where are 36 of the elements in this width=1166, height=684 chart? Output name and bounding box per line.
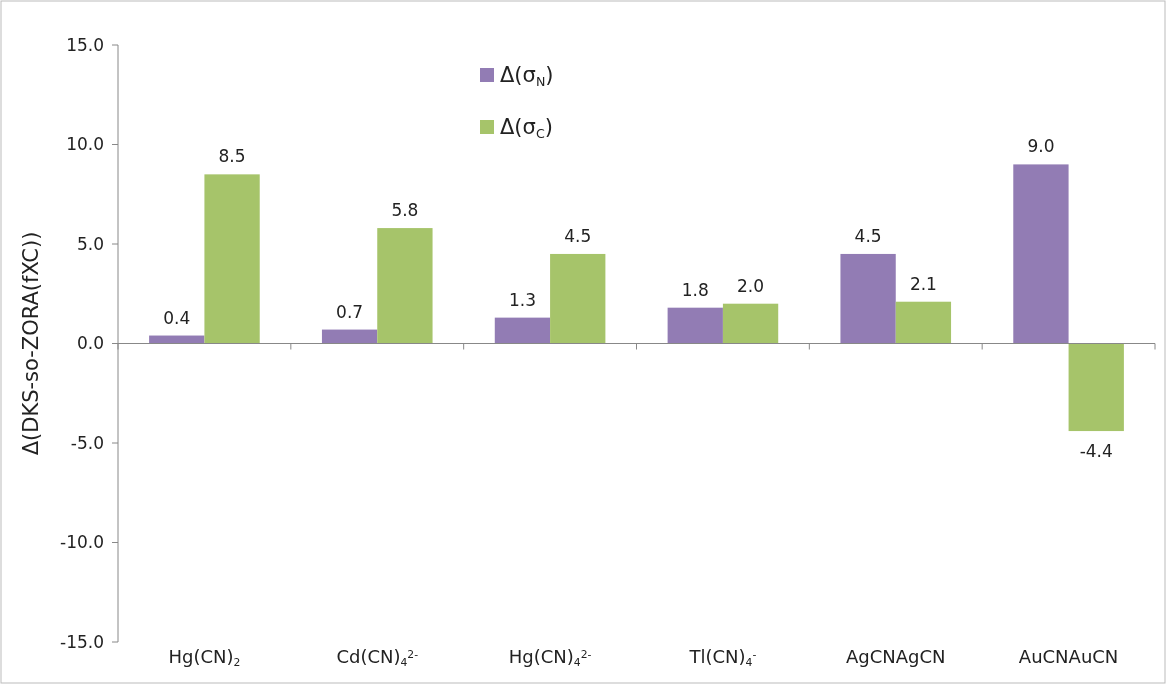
bar (321, 329, 378, 344)
bar (377, 228, 433, 344)
y-axis-title: Δ(DKS-so-ZORA(fXC)) (19, 231, 43, 456)
bar (1013, 164, 1069, 344)
data-label: 0.7 (336, 301, 364, 322)
bar (895, 301, 952, 344)
y-tick-label: -10.0 (60, 532, 104, 553)
data-label: 2.0 (737, 275, 765, 296)
bar (204, 174, 260, 344)
legend-label: Δ(σ$_{C}$) (500, 115, 553, 142)
x-tick-label: Hg(CN)$_{2}$ (168, 646, 241, 670)
data-label: 5.8 (391, 200, 419, 221)
x-tick-label: AgCNAgCN (845, 646, 946, 667)
data-label: 4.5 (564, 225, 592, 246)
data-label: -4.4 (1079, 441, 1113, 462)
data-label: 4.5 (854, 225, 882, 246)
bar (550, 253, 606, 344)
y-tick-label: 10.0 (66, 134, 104, 155)
y-tick-label: 0.0 (76, 333, 104, 354)
y-tick-label: 5.0 (76, 233, 104, 254)
data-label: 2.1 (909, 273, 937, 294)
data-label: 1.3 (508, 289, 536, 310)
y-tick-label: -5.0 (70, 432, 104, 453)
data-label: 9.0 (1027, 136, 1055, 157)
data-label: 1.8 (681, 279, 709, 300)
legend-label: Δ(σ$_{N}$) (500, 63, 554, 90)
x-tick-label: AuCNAuCN (1018, 646, 1119, 667)
bar (840, 253, 896, 344)
bar (667, 307, 723, 344)
y-tick-label: 15.0 (66, 34, 104, 55)
data-label: 8.5 (218, 146, 246, 167)
y-tick-label: -15.0 (60, 631, 104, 652)
bar (722, 303, 779, 344)
data-label: 0.4 (163, 307, 191, 328)
bar (494, 317, 551, 344)
bar (1068, 343, 1124, 432)
